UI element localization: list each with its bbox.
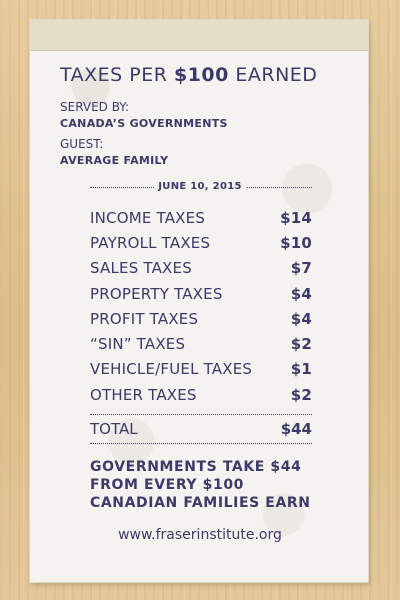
served-by-label: SERVED BY:	[60, 100, 130, 114]
guest-label: GUEST:	[60, 137, 104, 151]
summary-line: GOVERNMENTS TAKE $44	[90, 459, 302, 475]
tax-item-label: INCOME TAXES	[90, 208, 206, 227]
tax-item-amount: $2	[290, 335, 312, 354]
tax-item-label: OTHER TAXES	[90, 385, 197, 404]
tape-strip	[30, 20, 368, 51]
summary-statement: GOVERNMENTS TAKE $44 FROM EVERY $100 CAN…	[90, 458, 311, 512]
tax-item-row: INCOME TAXES $14	[90, 205, 312, 230]
tax-item-amount: $14	[280, 208, 312, 227]
tax-item-list: INCOME TAXES $14 PAYROLL TAXES $10 SALES T…	[90, 205, 312, 407]
title-suffix: EARNED	[228, 64, 318, 86]
served-by-value: CANADA’S GOVERNMENTS	[60, 117, 228, 130]
receipt-date: JUNE 10, 2015	[0, 181, 400, 192]
website-url: www.fraserinstitute.org	[118, 527, 282, 543]
tax-item-label: PROPERTY TAXES	[90, 284, 223, 303]
tax-item-label: VEHICLE/FUEL TAXES	[90, 360, 253, 379]
receipt-date-text: JUNE 10, 2015	[154, 181, 246, 192]
summary-line: CANADIAN FAMILIES EARN	[90, 495, 311, 511]
tax-item-label: SALES TAXES	[90, 259, 192, 278]
tax-item-row: PROPERTY TAXES $4	[90, 281, 312, 306]
tax-item-label: “SIN” TAXES	[90, 335, 186, 354]
total-row: TOTAL $44	[90, 414, 312, 444]
total-label: TOTAL	[90, 420, 138, 438]
guest-value: AVERAGE FAMILY	[60, 154, 169, 167]
tax-item-amount: $10	[280, 233, 312, 252]
tax-item-label: PAYROLL TAXES	[90, 233, 211, 252]
total-amount: $44	[280, 420, 312, 438]
tax-item-amount: $2	[290, 385, 312, 404]
tax-item-row: PROFIT TAXES $4	[90, 306, 312, 331]
tax-item-row: “SIN” TAXES $2	[90, 331, 312, 356]
title-amount: $100	[173, 64, 229, 86]
title-prefix: TAXES PER	[60, 64, 174, 86]
tax-item-row: PAYROLL TAXES $10	[90, 230, 312, 255]
receipt-title: TAXES PER $100 EARNED	[60, 64, 317, 86]
summary-line: FROM EVERY $100	[90, 477, 245, 493]
tax-item-amount: $1	[290, 360, 312, 379]
tax-item-amount: $4	[290, 309, 312, 328]
tax-item-label: PROFIT TAXES	[90, 309, 199, 328]
tax-item-amount: $7	[290, 259, 312, 278]
tax-item-amount: $4	[290, 284, 312, 303]
tax-item-row: VEHICLE/FUEL TAXES $1	[90, 357, 312, 382]
tax-item-row: OTHER TAXES $2	[90, 382, 312, 407]
tax-item-row: SALES TAXES $7	[90, 256, 312, 281]
tax-receipt	[30, 20, 368, 582]
